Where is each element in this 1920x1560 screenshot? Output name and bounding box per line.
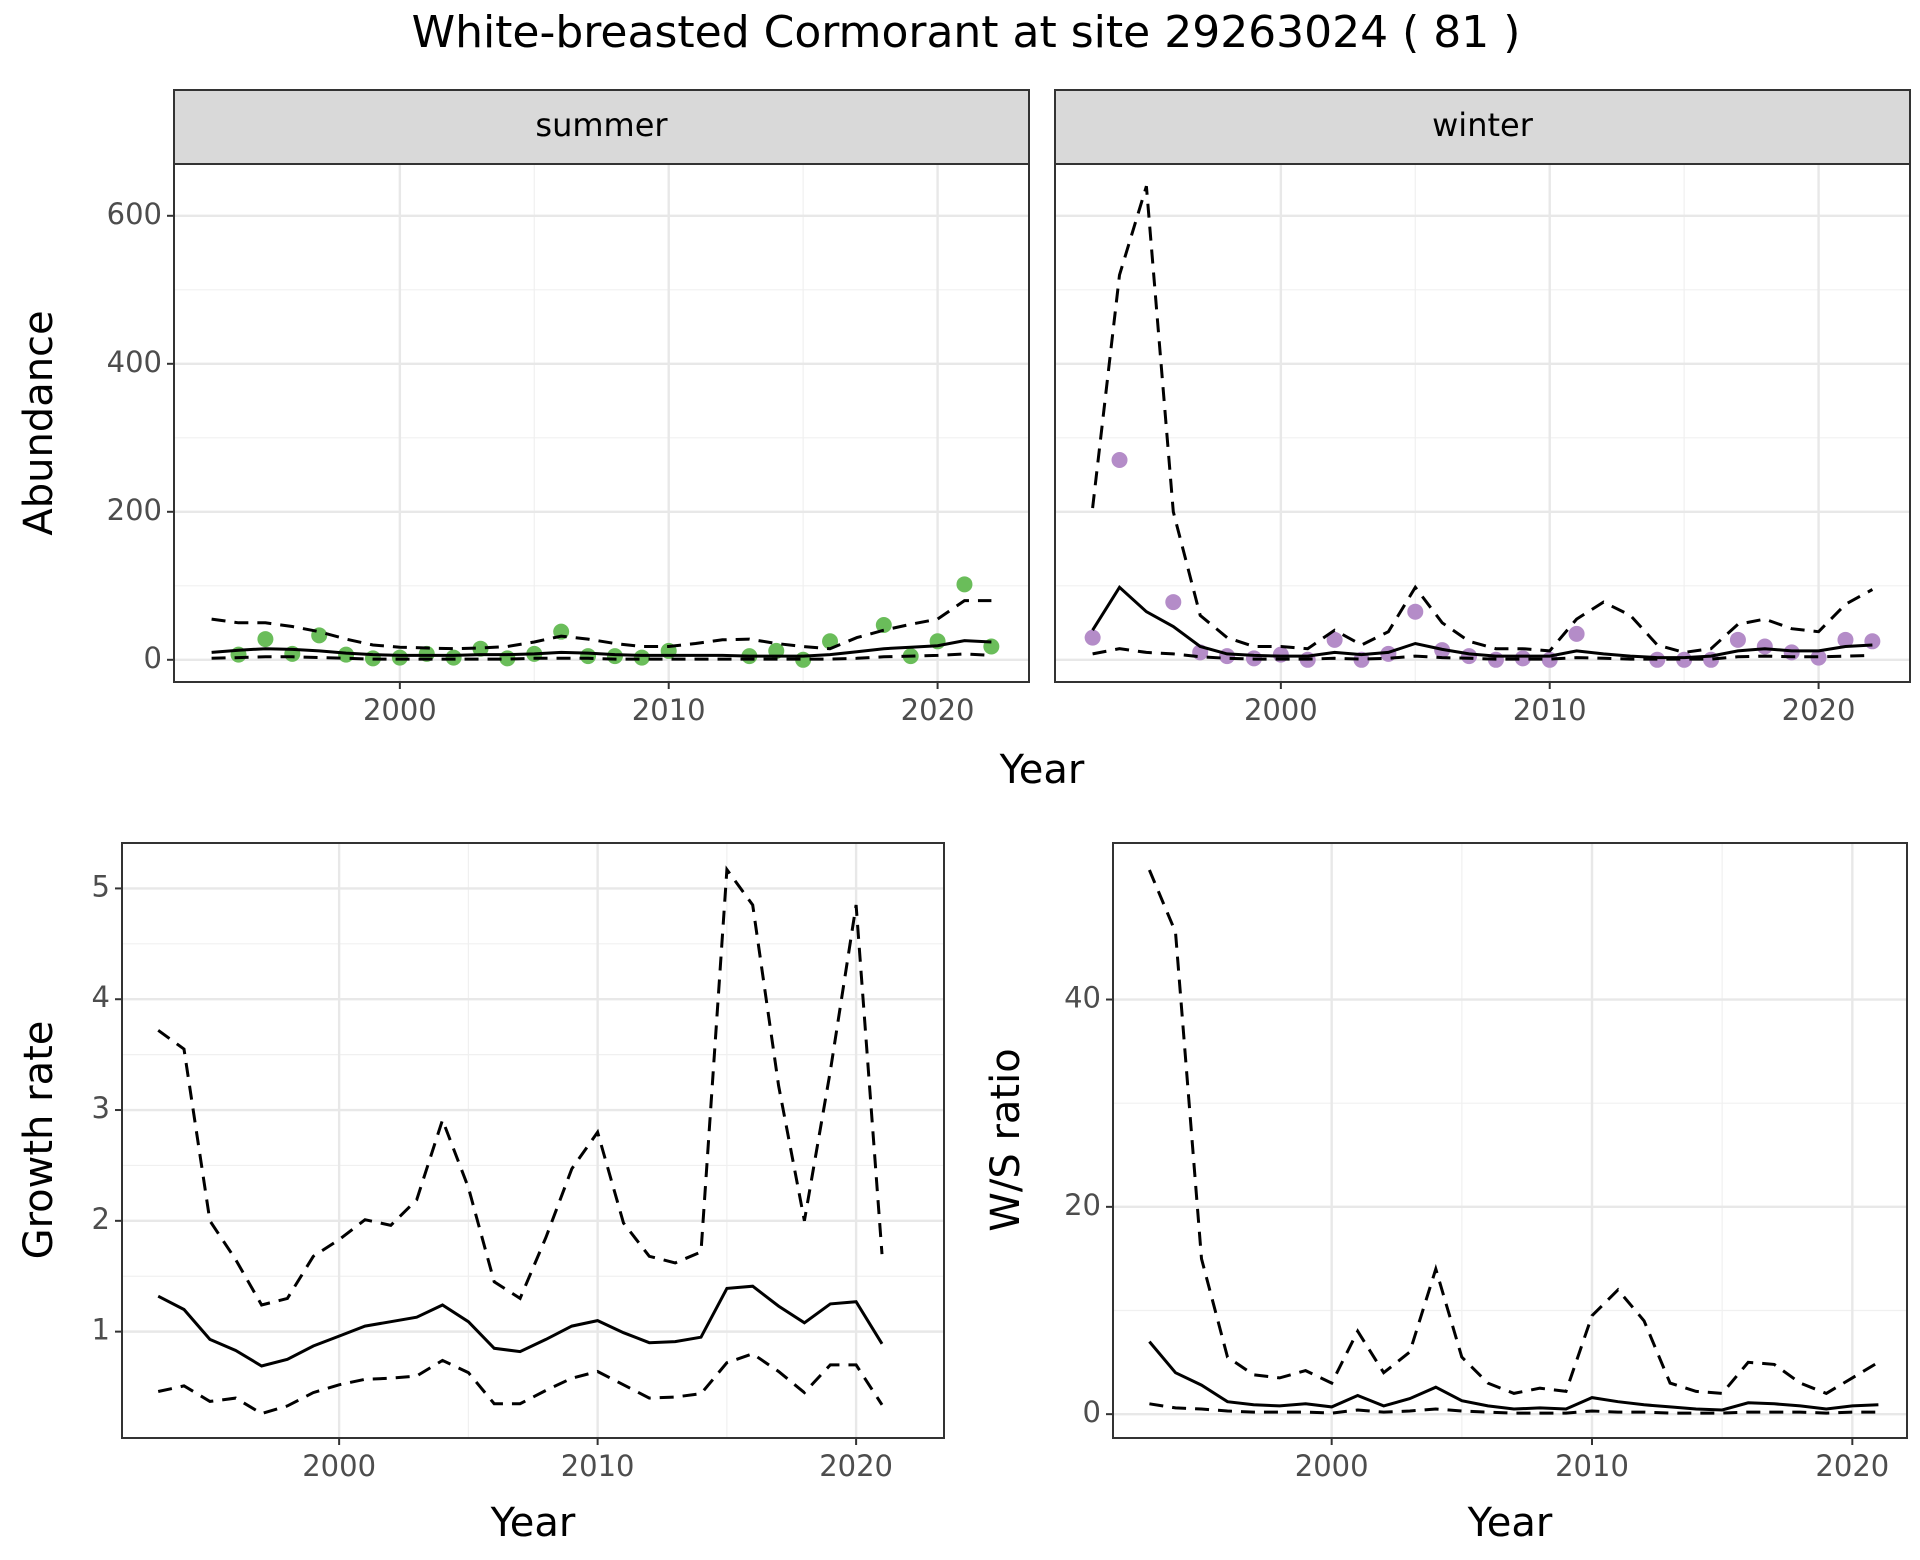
x-tick-label: 2010	[561, 1449, 635, 1483]
x-axis-title: Year	[1467, 1500, 1553, 1546]
interval-line	[211, 599, 992, 651]
x-tick-label: 2020	[1815, 1449, 1889, 1483]
panel-background	[1055, 164, 1910, 682]
data-point	[1326, 631, 1343, 648]
x-tick-label: 2020	[1782, 693, 1856, 727]
data-point	[633, 649, 650, 666]
x-tick-label: 2000	[1295, 1449, 1369, 1483]
strip-label: summer	[535, 106, 668, 144]
strip-label: winter	[1432, 106, 1534, 144]
strip	[1054, 89, 1911, 165]
mean-line	[1091, 584, 1873, 660]
y-axis-title: Growth rate	[16, 1021, 62, 1260]
interval-line	[211, 652, 992, 661]
data-point	[1514, 650, 1531, 667]
data-point	[875, 617, 892, 634]
data-point	[445, 649, 462, 666]
interval-line	[157, 865, 884, 1307]
y-tick-label: 0	[1083, 1395, 1101, 1429]
x-tick-label: 2020	[819, 1449, 893, 1483]
interval-line	[1149, 1402, 1879, 1415]
y-tick-label: 40	[1064, 981, 1101, 1015]
figure-title: White-breasted Cormorant at site 2926302…	[412, 7, 1521, 58]
mean-line	[211, 639, 992, 658]
y-tick-label: 5	[92, 869, 110, 903]
data-point	[1729, 631, 1746, 648]
interval-line	[1148, 869, 1880, 1396]
y-tick-label: 4	[92, 980, 110, 1014]
x-tick-label: 2010	[632, 693, 706, 727]
data-point	[580, 648, 597, 665]
mean-line	[157, 1284, 884, 1368]
data-point	[1165, 594, 1182, 611]
y-axis-title: W/S ratio	[983, 1048, 1029, 1231]
y-tick-label: 200	[107, 493, 162, 527]
interval-line	[1091, 185, 1874, 654]
data-point	[1084, 629, 1101, 646]
y-tick-label: 3	[92, 1091, 110, 1125]
y-tick-label: 0	[144, 641, 162, 675]
x-tick-label: 2010	[1555, 1449, 1629, 1483]
data-point	[257, 631, 274, 648]
y-tick-label: 1	[92, 1313, 110, 1347]
y-tick-label: 2	[92, 1202, 110, 1236]
panel-background	[1113, 843, 1907, 1438]
strip	[173, 89, 1030, 165]
data-point	[1676, 651, 1693, 668]
data-point	[1568, 625, 1585, 642]
data-point	[1810, 649, 1827, 666]
y-tick-label: 20	[1064, 1188, 1101, 1222]
data-point	[1756, 638, 1773, 655]
mean-line	[1148, 1340, 1879, 1412]
data-point	[822, 633, 839, 650]
x-tick-label: 2000	[363, 693, 437, 727]
data-point	[1219, 648, 1236, 665]
y-tick-label: 400	[107, 345, 162, 379]
x-tick-label: 2010	[1513, 693, 1587, 727]
x-tick-label: 2000	[1244, 693, 1318, 727]
y-tick-label: 600	[107, 197, 162, 231]
y-axis-title: Abundance	[16, 310, 62, 535]
panel-background	[174, 164, 1029, 682]
x-axis-title: Year	[490, 1500, 576, 1546]
data-point	[1111, 452, 1128, 468]
panel-border	[121, 842, 945, 1439]
data-point	[1837, 631, 1854, 648]
data-point	[1461, 648, 1478, 665]
x-tick-label: 2020	[901, 693, 975, 727]
data-point	[1353, 651, 1370, 668]
panel-background	[122, 843, 944, 1438]
interval-line	[157, 1352, 884, 1416]
x-tick-label: 2000	[302, 1449, 376, 1483]
data-point	[1407, 603, 1424, 620]
data-point	[472, 640, 489, 657]
panel-border	[1112, 842, 1908, 1439]
x-axis-title: Year	[999, 747, 1085, 793]
interval-line	[1092, 647, 1873, 661]
data-point	[956, 576, 973, 593]
data-point	[1864, 633, 1881, 650]
data-point	[391, 649, 408, 666]
